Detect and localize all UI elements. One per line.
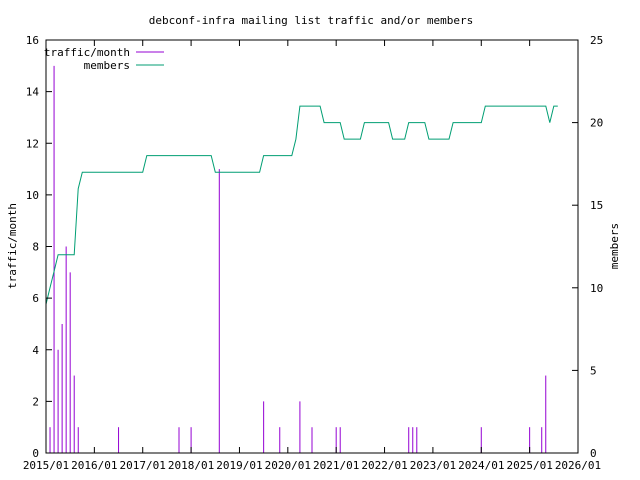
legend-label-traffic: traffic/month [44,46,130,59]
y-left-tick-label: 16 [26,34,39,47]
x-tick-label: 2016/01 [71,459,117,472]
y-right-tick-label: 20 [590,117,603,130]
y-right-tick-label: 0 [590,447,597,460]
x-tick-label: 2019/01 [216,459,262,472]
y-right-tick-label: 25 [590,34,603,47]
legend-label-members: members [84,59,130,72]
x-tick-label: 2024/01 [458,459,504,472]
chart-title: debconf-infra mailing list traffic and/o… [149,14,474,27]
plot-border [45,39,579,454]
y-right-tick-label: 5 [590,364,597,377]
x-tick-label: 2018/01 [168,459,214,472]
plot-area [45,65,558,453]
y-axis-right-label: members [608,223,621,269]
x-tick-label: 2025/01 [506,459,552,472]
y-left-tick-label: 2 [32,395,39,408]
x-tick-label: 2015/01 [23,459,69,472]
y-left-tick-label: 4 [32,344,39,357]
x-tick-label: 2020/01 [265,459,311,472]
y-left-tick-label: 12 [26,137,39,150]
x-tick-label: 2017/01 [120,459,166,472]
y-left-tick-label: 8 [32,241,39,254]
members-line [45,105,558,305]
y-right-tick-label: 15 [590,199,603,212]
x-tick-label: 2022/01 [361,459,407,472]
x-tick-label: 2021/01 [313,459,359,472]
y-right-tick-label: 10 [590,282,603,295]
x-tick-label: 2026/01 [555,459,601,472]
y-left-tick-label: 6 [32,292,39,305]
y-axis-left-label: traffic/month [6,203,19,289]
y-left-tick-label: 10 [26,189,39,202]
y-left-tick-label: 14 [26,86,40,99]
x-tick-label: 2023/01 [410,459,456,472]
axes: 2015/01 2016/01 2017/01 2018/01 2019/01 2020/… [23,34,603,472]
y-left-tick-label: 0 [32,447,39,460]
